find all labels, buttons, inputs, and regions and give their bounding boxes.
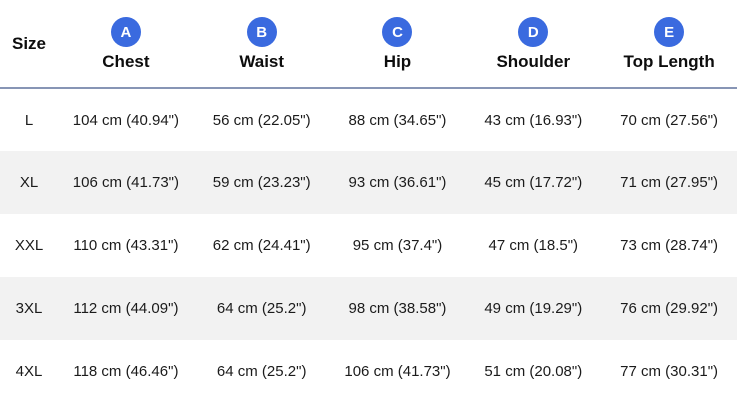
hip-cell: 88 cm (34.65") [348, 111, 447, 129]
waist-cell: 59 cm (23.23") [212, 174, 311, 191]
column-header-shoulder: D Shoulder [465, 0, 602, 89]
badge-b-icon: B [246, 17, 277, 47]
size-cell: XXL [14, 237, 44, 254]
waist-cell: 64 cm (25.2") [216, 300, 307, 317]
hip-cell: 95 cm (37.4") [352, 237, 443, 254]
header-row: Size A Chest B Waist C Hip [0, 0, 737, 89]
column-header-hip: C Hip [329, 0, 466, 89]
top-length-cell: 70 cm (27.56") [620, 111, 719, 129]
top-length-cell: 76 cm (29.92") [620, 300, 719, 317]
top-length-cell: 73 cm (28.74") [620, 237, 719, 254]
shoulder-cell: 49 cm (19.29") [484, 300, 583, 317]
table-header: Size A Chest B Waist C Hip [0, 0, 737, 89]
badge-e-icon: E [654, 17, 685, 47]
badge-d-icon: D [518, 17, 549, 47]
shoulder-cell: 47 cm (18.5") [488, 237, 579, 254]
chest-cell: 104 cm (40.94") [72, 111, 179, 129]
shoulder-cell: 51 cm (20.08") [484, 363, 583, 380]
column-label-shoulder: Shoulder [496, 52, 571, 71]
table-row-xxl: XXL 110 cm (43.31") 62 cm (24.41") 95 cm… [0, 214, 737, 277]
size-cell: XL [19, 174, 39, 191]
column-label-chest: Chest [102, 52, 150, 71]
chest-cell: 110 cm (43.31") [73, 237, 179, 254]
waist-cell: 62 cm (24.41") [212, 237, 311, 254]
table-row-3xl: 3XL 112 cm (44.09") 64 cm (25.2") 98 cm … [0, 277, 737, 340]
chest-cell: 118 cm (46.46") [73, 363, 179, 380]
top-length-cell: 77 cm (30.31") [620, 363, 719, 380]
table-row-4xl: 4XL 118 cm (46.46") 64 cm (25.2") 106 cm… [0, 340, 737, 403]
top-length-cell: 71 cm (27.95") [620, 174, 719, 191]
badge-a-icon: A [110, 17, 141, 47]
hip-cell: 93 cm (36.61") [348, 174, 447, 191]
size-cell: 3XL [15, 300, 43, 317]
shoulder-cell: 43 cm (16.93") [484, 111, 583, 129]
waist-cell: 56 cm (22.05") [212, 111, 311, 129]
waist-cell: 64 cm (25.2") [216, 363, 307, 380]
column-label-top-length: Top Length [623, 52, 715, 71]
column-label-hip: Hip [383, 52, 412, 71]
chest-cell: 106 cm (41.73") [72, 174, 179, 191]
hip-cell: 98 cm (38.58") [348, 300, 447, 317]
size-cell: L [24, 111, 34, 129]
size-column-header: Size [0, 0, 58, 89]
table-row-l: L 104 cm (40.94") 56 cm (22.05") 88 cm (… [0, 88, 737, 151]
chest-cell: 112 cm (44.09") [73, 300, 179, 317]
column-header-waist: B Waist [193, 0, 330, 89]
table-body: L 104 cm (40.94") 56 cm (22.05") 88 cm (… [0, 88, 737, 403]
shoulder-cell: 45 cm (17.72") [484, 174, 583, 191]
table-row-xl: XL 106 cm (41.73") 59 cm (23.23") 93 cm … [0, 151, 737, 214]
column-label-waist: Waist [239, 52, 285, 71]
hip-cell: 106 cm (41.73") [344, 363, 451, 380]
column-header-chest: A Chest [58, 0, 194, 89]
size-cell: 4XL [15, 363, 43, 380]
column-header-top-length: E Top Length [601, 0, 737, 89]
badge-c-icon: C [382, 17, 413, 47]
